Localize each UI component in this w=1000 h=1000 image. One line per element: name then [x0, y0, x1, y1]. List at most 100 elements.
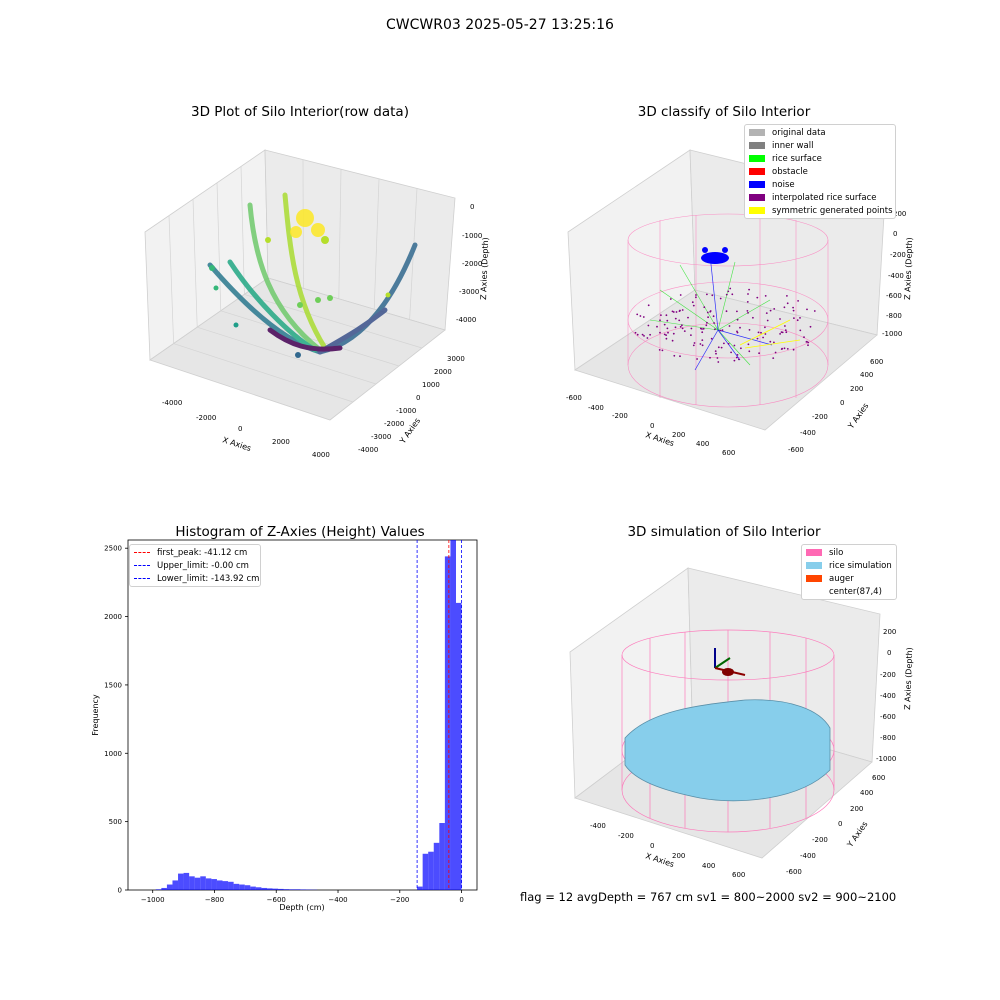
interpolated-point [666, 319, 669, 322]
interpolated-point [746, 301, 749, 303]
legend-label: noise [772, 179, 795, 190]
svg-text:-200: -200 [890, 251, 906, 259]
legend-entry-original-data: original data [745, 126, 895, 139]
svg-text:-400: -400 [880, 692, 896, 700]
legend-line-blue [134, 578, 150, 579]
interpolated-point [762, 336, 764, 339]
plot1-data-curves [207, 192, 418, 355]
interpolated-point [748, 350, 751, 353]
interpolated-point [764, 333, 767, 335]
plot1-3d-scatter: -4000 -2000 0 2000 4000 X Axies 3000 2000 100… [144, 149, 490, 459]
interpolated-point [692, 344, 695, 347]
svg-text:-400: -400 [800, 852, 816, 860]
y-tick-label: 2500 [104, 545, 122, 553]
histogram-x-axis-label: Depth (cm) [279, 903, 324, 912]
legend-label: center(87,4) [829, 586, 882, 597]
interpolated-point [725, 310, 728, 313]
interpolated-point [748, 329, 751, 331]
x-tick-label: −200 [390, 896, 409, 904]
svg-text:-200: -200 [618, 832, 634, 840]
legend-swatch [749, 168, 765, 175]
plot4-rice-surface [624, 699, 831, 802]
plot2-x-tick-labels: -600 -400 -200 0 200 400 600 [566, 394, 735, 457]
histogram-bar [272, 888, 279, 890]
legend-entry-first-peak: first_peak: -41.12 cm [130, 546, 260, 559]
interpolated-point [728, 325, 731, 327]
interpolated-point [746, 310, 749, 312]
histogram-bars [155, 540, 462, 890]
interpolated-point [671, 310, 674, 313]
plot4-z-axis-label: Z Axies (Depth) [903, 647, 914, 710]
interpolated-point [713, 322, 715, 324]
histogram-chart: −1000 −800 −600 −400 −200 0 0 500 1000 1500 2000 2… [91, 539, 478, 912]
interpolated-point [772, 357, 775, 359]
svg-text:-800: -800 [880, 734, 896, 742]
svg-text:-800: -800 [886, 312, 902, 320]
interpolated-point [643, 335, 645, 337]
interpolated-point [729, 287, 732, 290]
interpolated-point [678, 310, 681, 312]
interpolated-point [797, 300, 799, 302]
legend-swatch [749, 194, 765, 201]
interpolated-point [699, 343, 702, 345]
plot4-title: 3D simulation of Silo Interior [627, 524, 821, 540]
svg-text:2000: 2000 [272, 438, 290, 446]
svg-text:-600: -600 [886, 292, 902, 300]
svg-text:-2000: -2000 [462, 260, 482, 268]
interpolated-point [695, 294, 697, 296]
interpolated-point [702, 327, 705, 330]
svg-text:0: 0 [840, 399, 844, 407]
interpolated-point [703, 306, 706, 309]
histogram-y-ticks: 0 500 1000 1500 2000 2500 [104, 545, 128, 895]
plot4-y-tick-labels: 600 400 200 0 -200 -400 -600 [786, 774, 885, 876]
svg-text:0: 0 [650, 842, 654, 850]
plot4-y-axis-label: Y Axies [845, 820, 870, 850]
legend-entry-inner-wall: inner wall [745, 139, 895, 152]
legend-entry-obstacle: obstacle [745, 165, 895, 178]
svg-text:1000: 1000 [422, 381, 440, 389]
interpolated-point [807, 341, 810, 344]
plot1-y-tick-labels: 3000 2000 1000 0-1000 -2000 -3000 -4000 [358, 355, 465, 454]
interpolated-point [690, 327, 693, 330]
interpolated-point [740, 347, 742, 350]
interpolated-point [692, 304, 695, 307]
svg-text:200: 200 [883, 628, 896, 636]
histogram-bar [289, 889, 295, 890]
interpolated-point [639, 315, 642, 317]
plot4-x-tick-labels: -400 -200 0 200 400 600 [590, 822, 745, 879]
interpolated-point [701, 344, 704, 347]
interpolated-point [784, 325, 786, 327]
interpolated-point [721, 329, 724, 331]
interpolated-point [764, 326, 766, 329]
svg-text:200: 200 [850, 805, 863, 813]
svg-text:2000: 2000 [434, 368, 452, 376]
interpolated-point [758, 352, 760, 355]
svg-text:-2000: -2000 [196, 414, 216, 422]
interpolated-point [711, 294, 714, 297]
plot2-rice-surface-lines [649, 261, 771, 366]
legend-line-red [134, 552, 150, 553]
svg-text:400: 400 [860, 371, 873, 379]
plot2-title: 3D classify of Silo Interior [637, 104, 811, 120]
interpolated-point [671, 339, 674, 342]
interpolated-point [706, 321, 708, 324]
svg-text:0: 0 [838, 820, 842, 828]
histogram-bar [161, 887, 167, 890]
plot2-z-tick-labels: 200 0 -200 -400 -600 -800 -1000 [882, 210, 906, 338]
svg-text:-400: -400 [800, 429, 816, 437]
interpolated-point [706, 311, 709, 314]
legend-swatch [749, 129, 765, 136]
svg-text:-1000: -1000 [876, 755, 896, 763]
interpolated-point [780, 331, 783, 333]
legend-swatch [749, 207, 765, 214]
legend-label: Upper_limit: -0.00 cm [157, 560, 249, 571]
x-tick-label: 0 [459, 896, 463, 904]
legend-entry-upper-limit: Upper_limit: -0.00 cm [130, 559, 260, 572]
interpolated-point [681, 309, 684, 311]
svg-text:0: 0 [887, 649, 891, 657]
interpolated-point [634, 331, 637, 334]
interpolated-point [674, 326, 677, 329]
plot1-x-axis-label: X Axies [221, 435, 252, 453]
histogram-bar [417, 886, 423, 890]
interpolated-point [720, 346, 723, 349]
